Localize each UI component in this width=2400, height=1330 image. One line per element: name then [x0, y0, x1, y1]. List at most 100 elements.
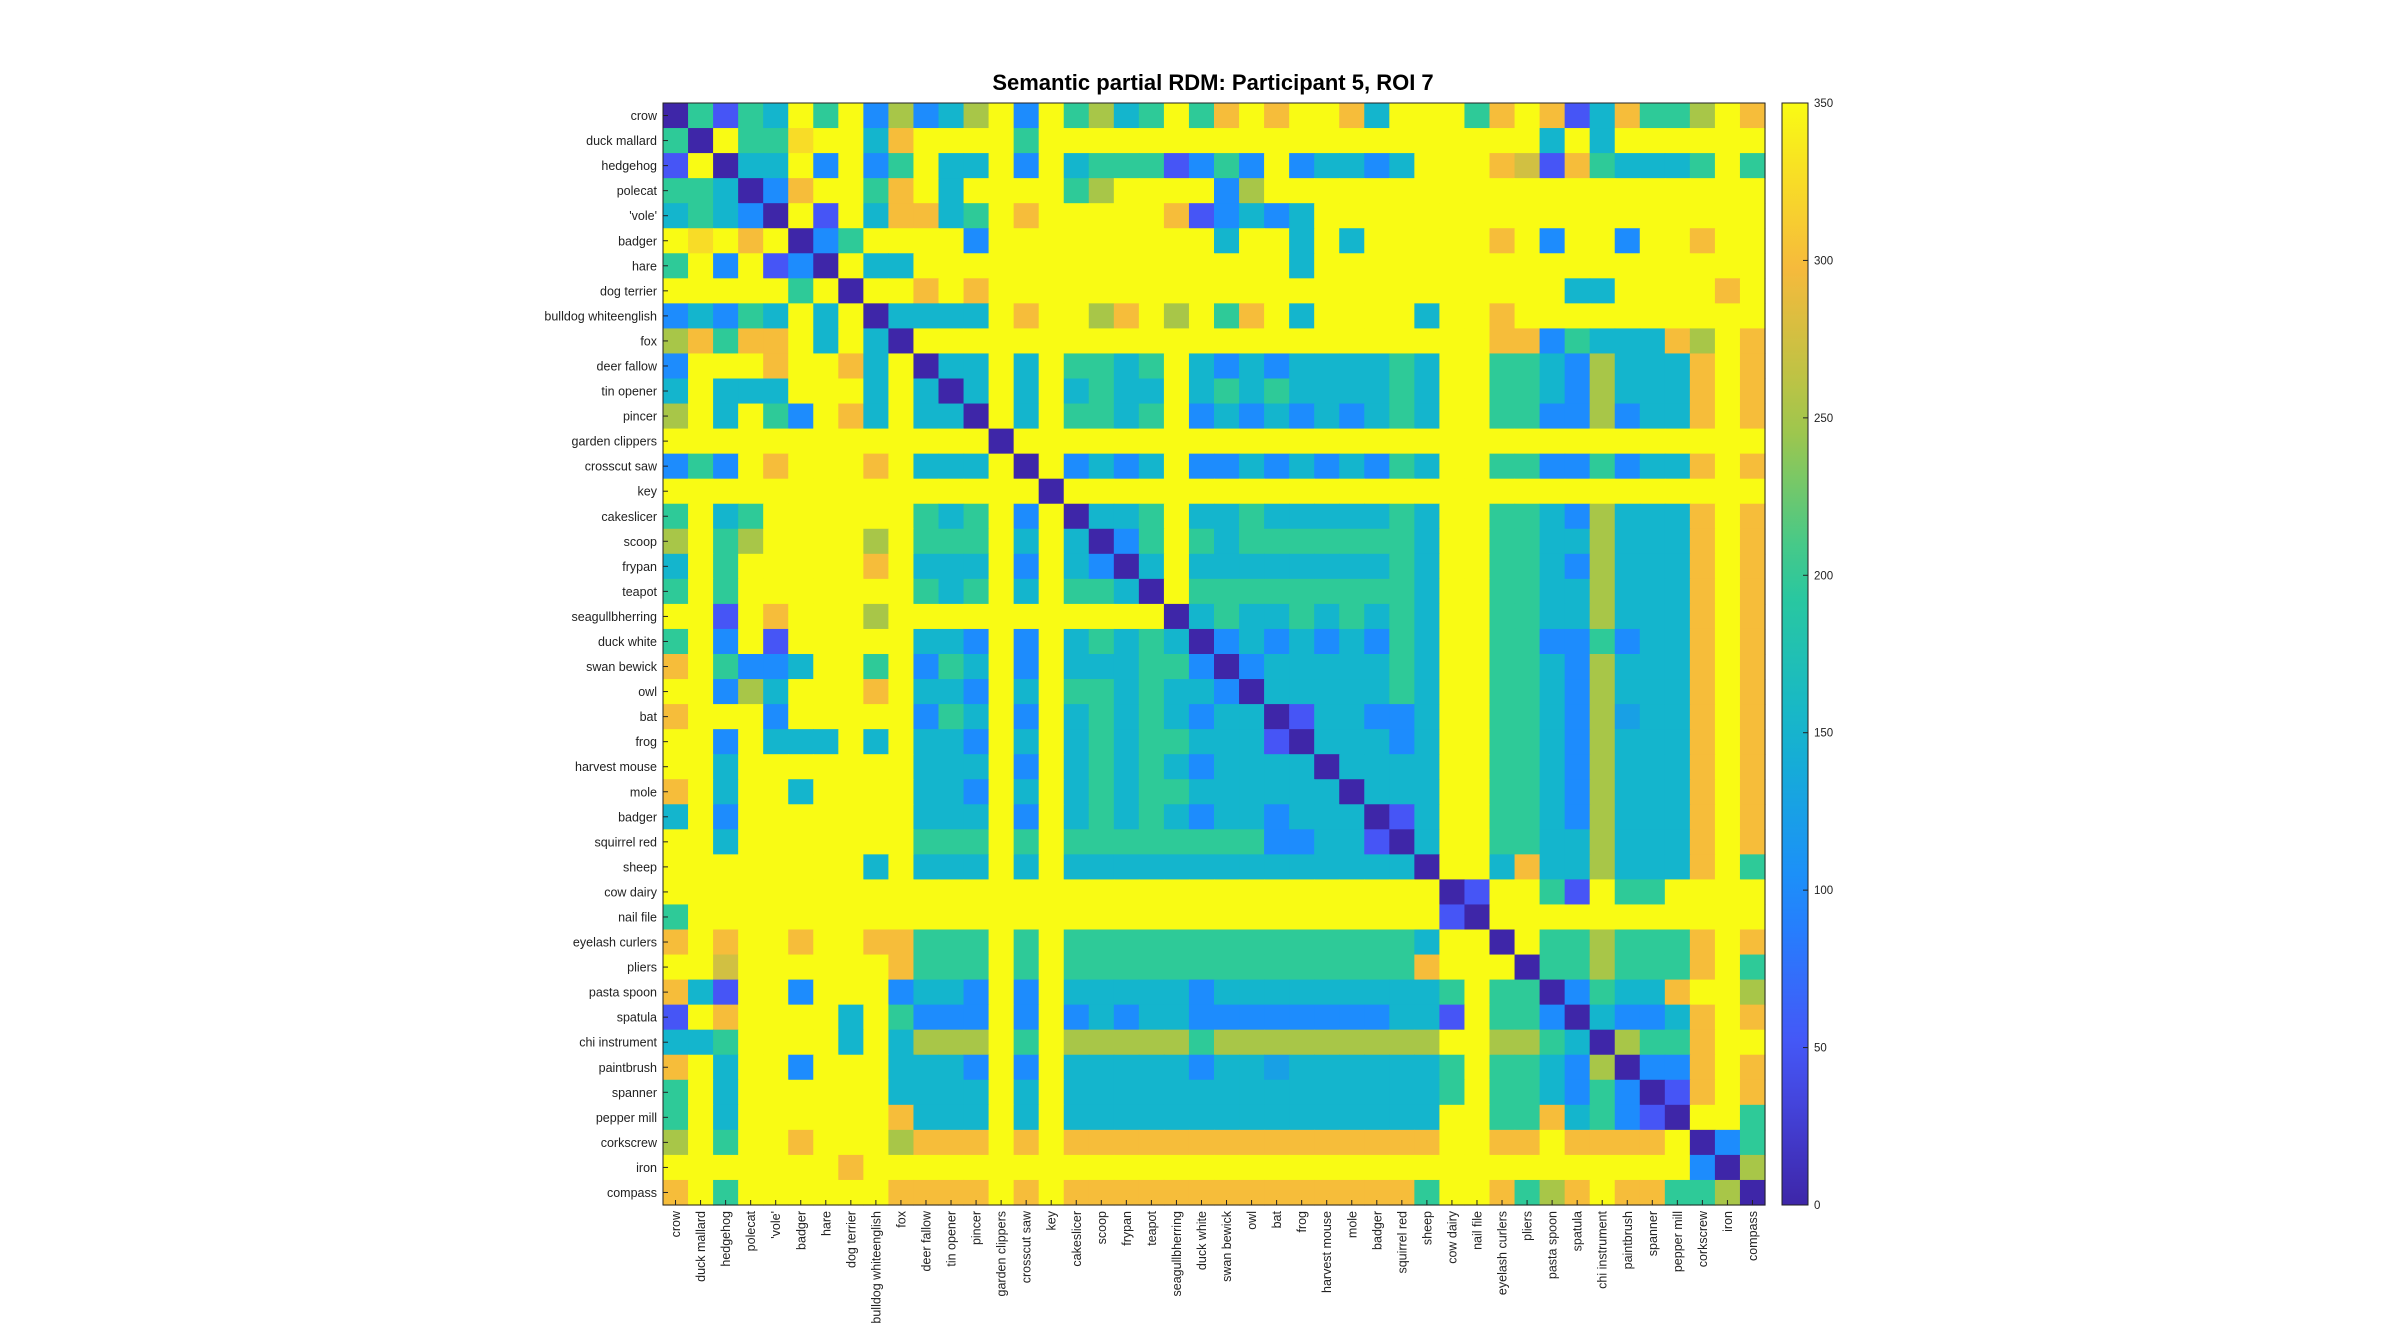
- heatmap-cell: [1489, 979, 1516, 1006]
- heatmap-cell: [1088, 854, 1115, 881]
- heatmap-cell: [888, 1054, 915, 1081]
- column-labels: crow duck mallard hedgehog polecat'vole' bad…: [669, 1200, 1760, 1324]
- heatmap-cell: [888, 654, 915, 680]
- heatmap-cell: [1464, 403, 1491, 430]
- heatmap-cell: [738, 503, 764, 530]
- heatmap-cell: [1514, 303, 1541, 330]
- heatmap-cell: [1739, 854, 1766, 881]
- heatmap-cell: [1439, 178, 1466, 204]
- heatmap-cell: [1364, 1079, 1390, 1106]
- heatmap-cell: [1414, 1029, 1441, 1056]
- heatmap-cell: [1389, 854, 1415, 881]
- heatmap-cell: [688, 829, 714, 855]
- heatmap-cell: [1264, 729, 1290, 755]
- heatmap-cell: [1464, 829, 1491, 855]
- heatmap-cell: [763, 503, 789, 530]
- heatmap-cell: [1664, 704, 1691, 730]
- heatmap-cell: [1439, 103, 1466, 129]
- heatmap-cell: [1088, 428, 1115, 455]
- heatmap-cell: [1113, 278, 1140, 304]
- heatmap-cell: [888, 228, 915, 254]
- heatmap-cell: [1739, 904, 1766, 931]
- heatmap-cell: [988, 1079, 1015, 1106]
- heatmap-cell: [1664, 1079, 1691, 1106]
- heatmap-cell: [1589, 654, 1616, 680]
- heatmap-cell: [863, 278, 890, 304]
- heatmap-cell: [813, 954, 839, 981]
- heatmap-cell: [1013, 453, 1040, 480]
- heatmap-cell: [1364, 478, 1390, 505]
- heatmap-cell: [813, 704, 839, 730]
- heatmap-cell: [888, 253, 915, 279]
- heatmap-cell: [1739, 528, 1766, 555]
- heatmap-cell: [1564, 303, 1591, 330]
- heatmap-cell: [1539, 453, 1566, 480]
- heatmap-cell: [813, 578, 839, 605]
- heatmap-cell: [1339, 303, 1365, 330]
- heatmap-cell: [1239, 1029, 1265, 1056]
- heatmap-cell: [1589, 203, 1616, 229]
- heatmap-cell: [1564, 729, 1591, 755]
- heatmap-cell: [1589, 378, 1616, 405]
- heatmap-cell: [1188, 428, 1215, 455]
- heatmap-cell: [763, 128, 789, 154]
- column-tick-label: polecat: [744, 1210, 758, 1251]
- heatmap-cell: [1163, 378, 1190, 405]
- heatmap-cell: [1289, 453, 1315, 480]
- heatmap-cell: [1163, 453, 1190, 480]
- heatmap-cell: [1489, 904, 1516, 931]
- heatmap-cell: [988, 929, 1015, 956]
- heatmap-cell: [1689, 804, 1716, 830]
- heatmap-cell: [1389, 353, 1415, 380]
- heatmap-cell: [1639, 628, 1666, 655]
- heatmap-cell: [1739, 103, 1766, 129]
- heatmap-cell: [1013, 929, 1040, 956]
- heatmap-cell: [1639, 178, 1666, 204]
- row-tick-label: paintbrush: [599, 1061, 657, 1075]
- heatmap-cell: [1063, 453, 1090, 480]
- heatmap-cell: [1214, 1129, 1240, 1156]
- heatmap-cell: [1314, 453, 1340, 480]
- heatmap-cell: [838, 228, 864, 254]
- heatmap-cell: [713, 1129, 739, 1156]
- heatmap-cell: [1038, 654, 1065, 680]
- heatmap-cell: [963, 979, 990, 1006]
- heatmap-cell: [763, 929, 789, 956]
- heatmap-cell: [1464, 929, 1491, 956]
- heatmap-cell: [1539, 103, 1566, 129]
- heatmap-cell: [1364, 979, 1390, 1006]
- heatmap-cell: [938, 403, 965, 430]
- heatmap-cell: [1489, 1079, 1516, 1106]
- heatmap-cell: [788, 679, 814, 705]
- heatmap-cell: [813, 628, 839, 655]
- heatmap-cell: [913, 1054, 940, 1081]
- heatmap-cell: [913, 954, 940, 981]
- heatmap-cell: [988, 603, 1015, 630]
- heatmap-cell: [788, 804, 814, 830]
- heatmap-cell: [1289, 1079, 1315, 1106]
- heatmap-cell: [1439, 428, 1466, 455]
- heatmap-cell: [1589, 929, 1616, 956]
- row-tick-label: mole: [630, 785, 657, 799]
- heatmap-cell: [1664, 353, 1691, 380]
- heatmap-cell: [1063, 1029, 1090, 1056]
- column-tick-label: dog terrier: [844, 1211, 858, 1268]
- heatmap-cell: [813, 1154, 839, 1181]
- heatmap-cell: [1013, 729, 1040, 755]
- heatmap-cell: [1013, 654, 1040, 680]
- heatmap-cell: [863, 203, 890, 229]
- heatmap-cell: [1289, 203, 1315, 229]
- heatmap-cell: [1063, 929, 1090, 956]
- heatmap-cell: [1138, 278, 1165, 304]
- heatmap-cell: [1063, 954, 1090, 981]
- row-tick-label: pliers: [627, 961, 657, 975]
- heatmap-cell: [1714, 1054, 1741, 1081]
- heatmap-cell: [1514, 528, 1541, 555]
- heatmap-cell: [763, 979, 789, 1006]
- heatmap-cell: [1113, 729, 1140, 755]
- heatmap-cell: [988, 904, 1015, 931]
- heatmap-cell: [1614, 654, 1641, 680]
- heatmap-cell: [1088, 829, 1115, 855]
- heatmap-cell: [1689, 153, 1716, 179]
